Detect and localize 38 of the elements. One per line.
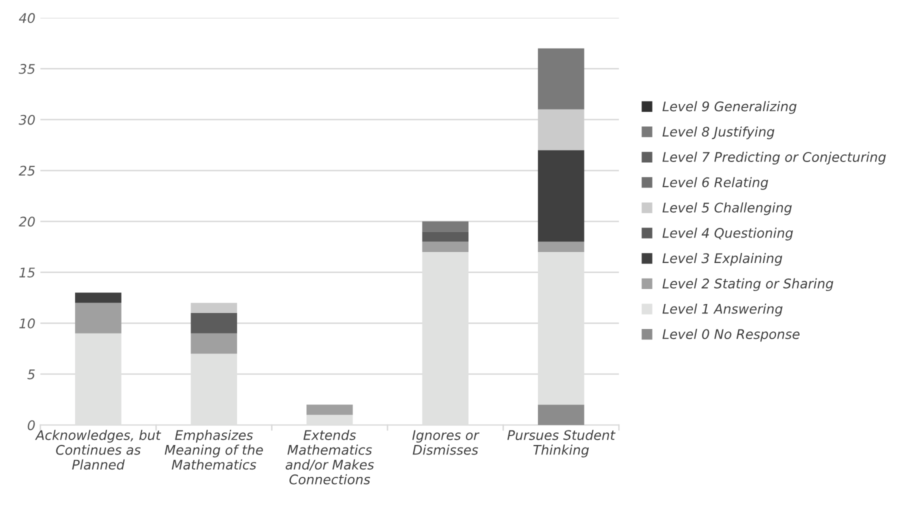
bar — [190, 313, 238, 334]
x-tick-label: Extends Mathematics and/or Makes Connections — [286, 430, 374, 484]
legend-label: Level 2 Stating or Sharing — [662, 278, 834, 292]
bar — [538, 242, 584, 252]
bar — [538, 48, 584, 110]
x-tick-label: Ignores or Dismisses — [412, 430, 480, 455]
x-tick-label: Acknowledges, but Continues as Planned — [35, 430, 162, 470]
y-tick-label: 35 — [18, 64, 35, 74]
bar — [538, 150, 584, 242]
legend-label: Level 6 Relating — [662, 177, 768, 190]
bar — [190, 302, 238, 314]
bar — [75, 302, 122, 334]
bar — [306, 404, 353, 415]
bar — [190, 333, 238, 354]
y-tick-label: 40 — [18, 13, 35, 24]
y-tick-label: 25 — [18, 166, 35, 176]
bar — [75, 292, 122, 303]
legend-label: Level 5 Challenging — [662, 202, 792, 216]
legend-label: Level 0 No Response — [662, 328, 800, 342]
y-tick-label: 10 — [19, 318, 35, 328]
x-tick-label: Emphasizes Meaning of the Mathematics — [164, 430, 263, 470]
bar — [538, 109, 584, 150]
bar — [538, 404, 584, 426]
y-tick-label: 20 — [18, 216, 35, 227]
legend-label: Level 9 Generalizing — [662, 101, 796, 114]
y-tick-label: 0 — [28, 420, 35, 430]
bar — [422, 232, 469, 242]
y-tick-label: 5 — [27, 370, 35, 380]
y-tick-label: 15 — [19, 268, 35, 278]
x-tick-label: Pursues Student Thinking — [507, 430, 616, 458]
bar — [422, 221, 469, 232]
legend-label: Level 8 Justifying — [662, 126, 774, 140]
legend-label: Level 7 Predicting or Conjecturing — [662, 152, 886, 165]
bar — [422, 242, 469, 252]
y-tick-label: 30 — [18, 114, 35, 125]
legend-label: Level 3 Explaining — [662, 252, 782, 266]
legend-label: Level 4 Questioning — [662, 228, 793, 240]
legend-label: Level 1 Answering — [662, 304, 783, 316]
